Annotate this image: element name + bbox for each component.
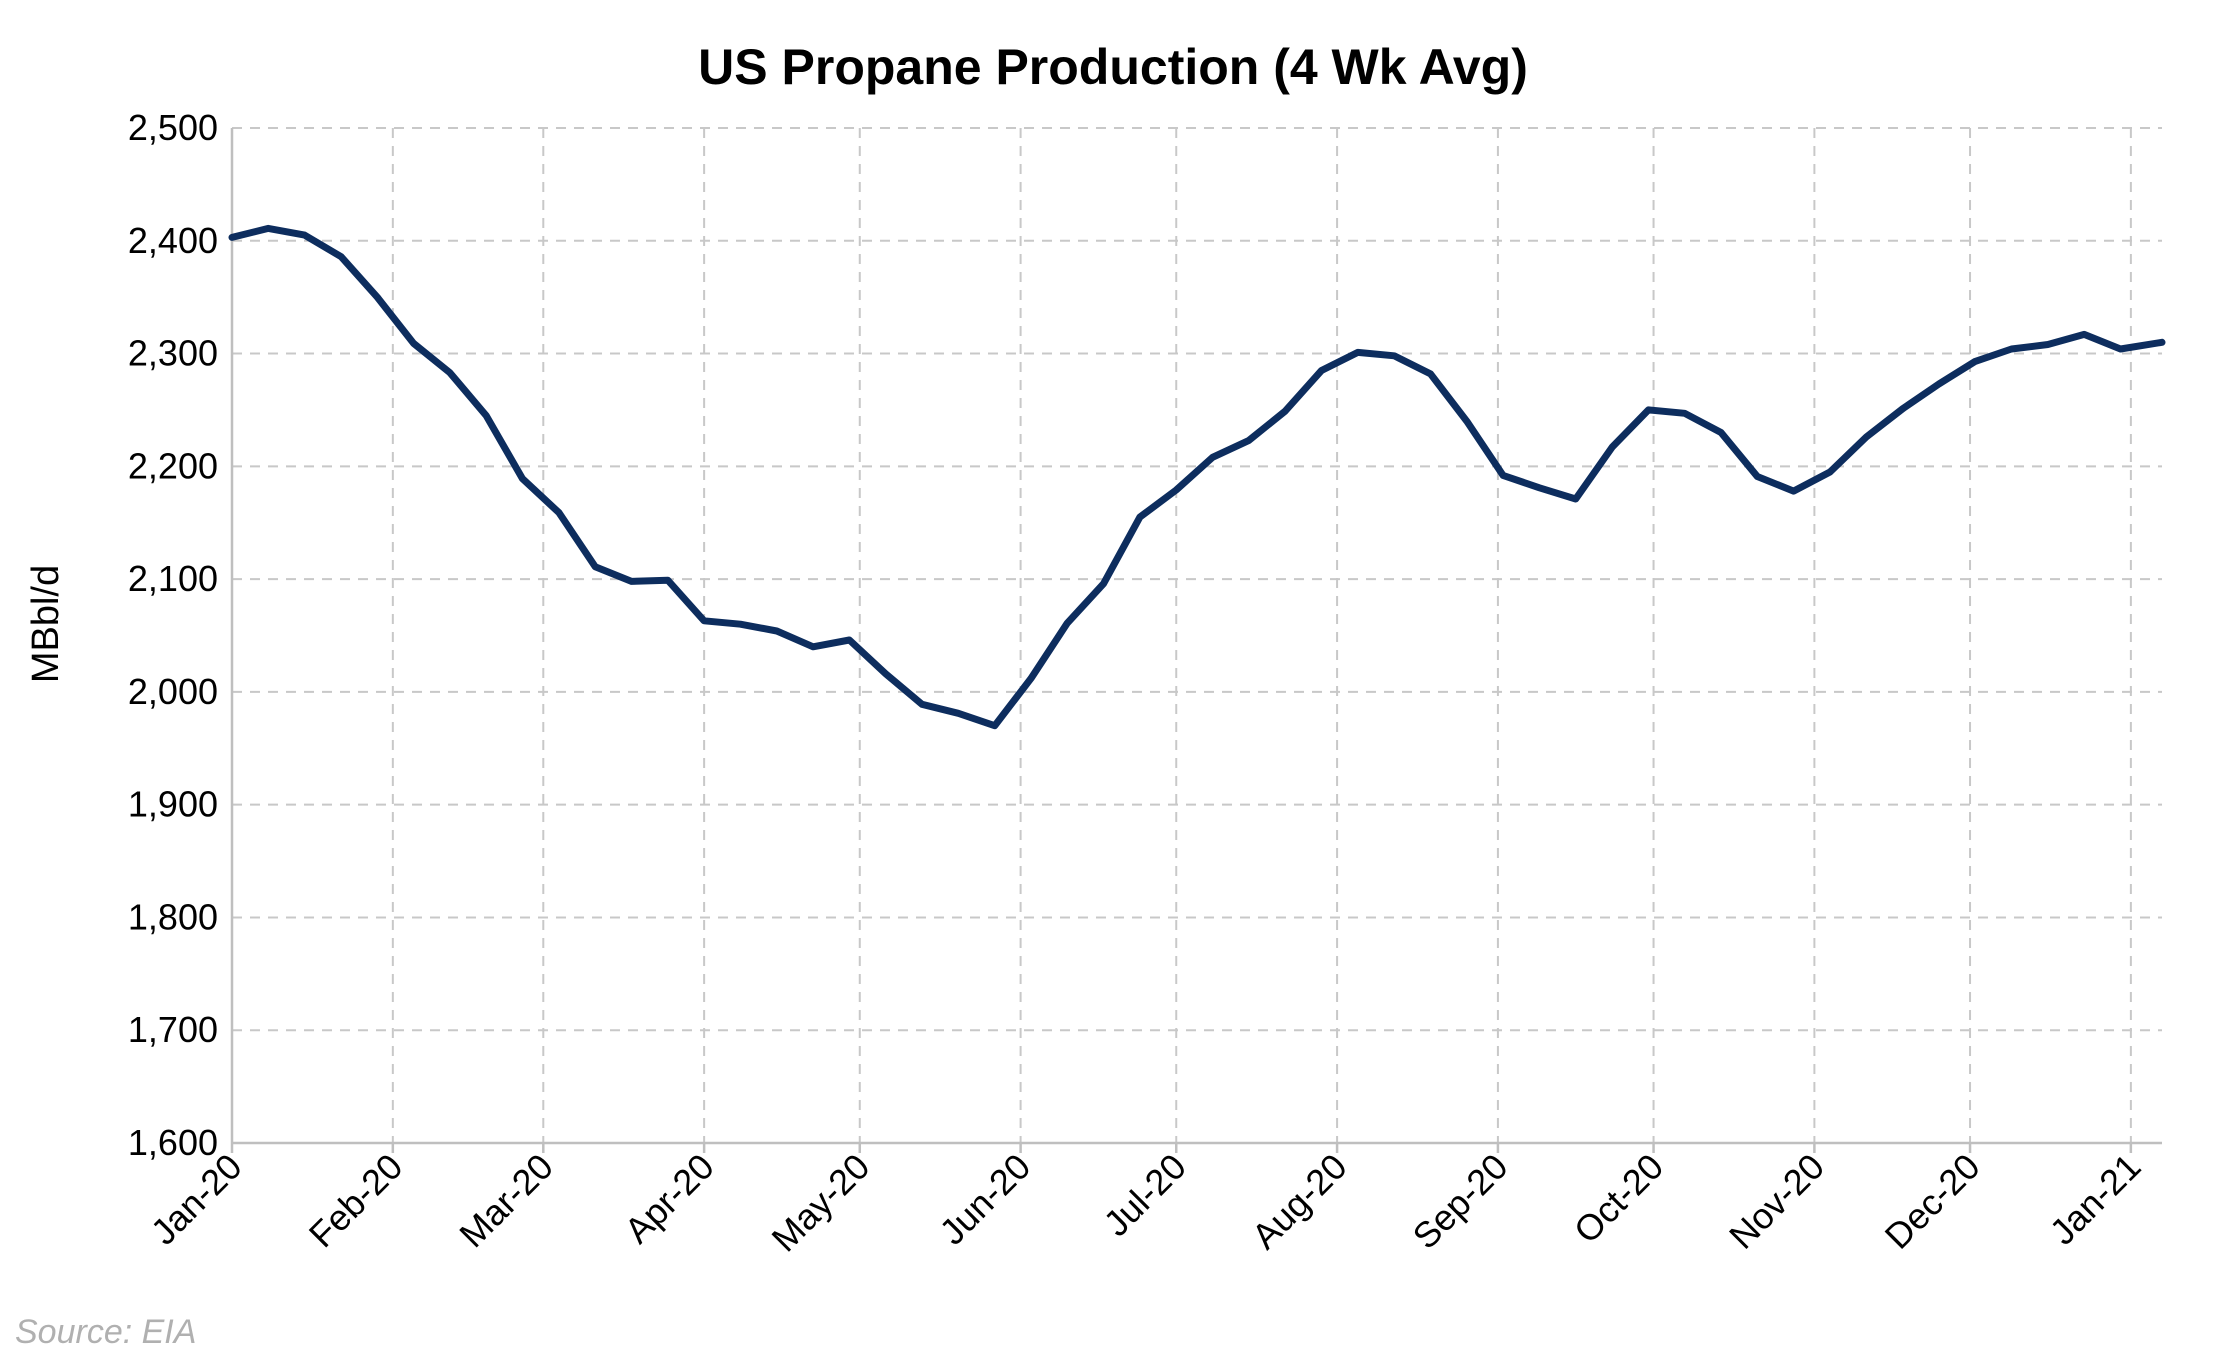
x-tick-label: Dec-20 xyxy=(1877,1146,1988,1257)
x-tick-label: Jul-20 xyxy=(1096,1146,1194,1244)
y-tick-label: 2,000 xyxy=(128,671,218,712)
chart-title: US Propane Production (4 Wk Avg) xyxy=(698,39,1528,95)
x-tick-label: Jan-21 xyxy=(2042,1146,2149,1253)
x-axis-tick-labels: Jan-20 Feb-20 Mar-20 Apr-20 May-20 Jun-20 Jul-… xyxy=(143,1146,2149,1260)
y-tick-label: 2,300 xyxy=(128,333,218,374)
series-layer xyxy=(228,224,2166,730)
x-tick-label: Sep-20 xyxy=(1404,1146,1515,1257)
x-tick-label: Aug-20 xyxy=(1244,1146,1355,1257)
y-tick-label: 2,200 xyxy=(128,445,218,486)
y-tick-label: 1,700 xyxy=(128,1009,218,1050)
y-tick-label: 2,500 xyxy=(128,107,218,148)
x-tick-label: Nov-20 xyxy=(1721,1146,1832,1257)
y-tick-label: 1,900 xyxy=(128,784,218,825)
x-tick-label: Mar-20 xyxy=(451,1146,561,1256)
y-axis-tick-labels: 1,600 1,700 1,800 1,900 2,000 2,100 2,200 2,300… xyxy=(128,107,218,1163)
y-axis-title: MBbl/d xyxy=(25,565,67,683)
y-tick-label: 2,400 xyxy=(128,220,218,261)
source-note: Source: EIA xyxy=(15,1313,196,1350)
axes xyxy=(230,128,2162,1153)
x-tick-label: Feb-20 xyxy=(301,1146,411,1256)
series-line xyxy=(228,224,2166,730)
y-tick-label: 1,800 xyxy=(128,896,218,937)
x-tick-label: May-20 xyxy=(764,1146,878,1260)
x-tick-label: Jun-20 xyxy=(931,1146,1038,1253)
x-tick-label: Oct-20 xyxy=(1566,1146,1671,1251)
y-tick-label: 2,100 xyxy=(128,558,218,599)
gridlines xyxy=(232,127,2162,1143)
x-tick-label: Apr-20 xyxy=(616,1146,721,1251)
y-tick-label: 1,600 xyxy=(128,1122,218,1163)
